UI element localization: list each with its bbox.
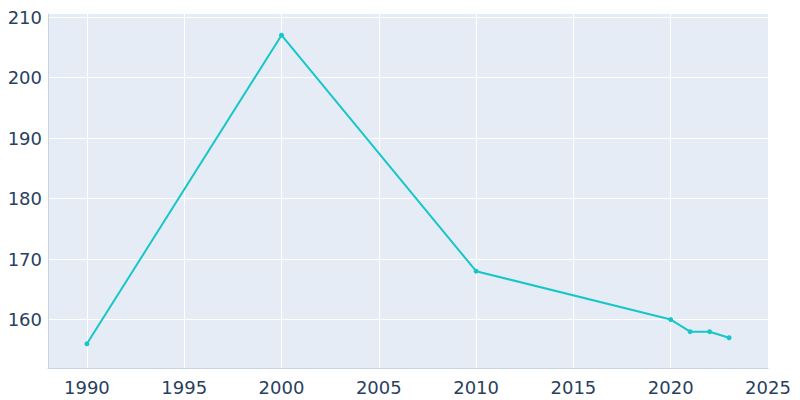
svg-text:2025: 2025 [745,377,791,398]
svg-text:2015: 2015 [550,377,596,398]
svg-text:2005: 2005 [356,377,402,398]
svg-text:160: 160 [8,309,42,330]
svg-text:210: 210 [8,7,42,28]
svg-text:1995: 1995 [161,377,207,398]
svg-text:180: 180 [8,188,42,209]
svg-text:1990: 1990 [64,377,110,398]
svg-text:200: 200 [8,67,42,88]
svg-text:170: 170 [8,249,42,270]
svg-text:2020: 2020 [648,377,694,398]
svg-text:2000: 2000 [259,377,305,398]
svg-text:190: 190 [8,128,42,149]
svg-text:2010: 2010 [453,377,499,398]
